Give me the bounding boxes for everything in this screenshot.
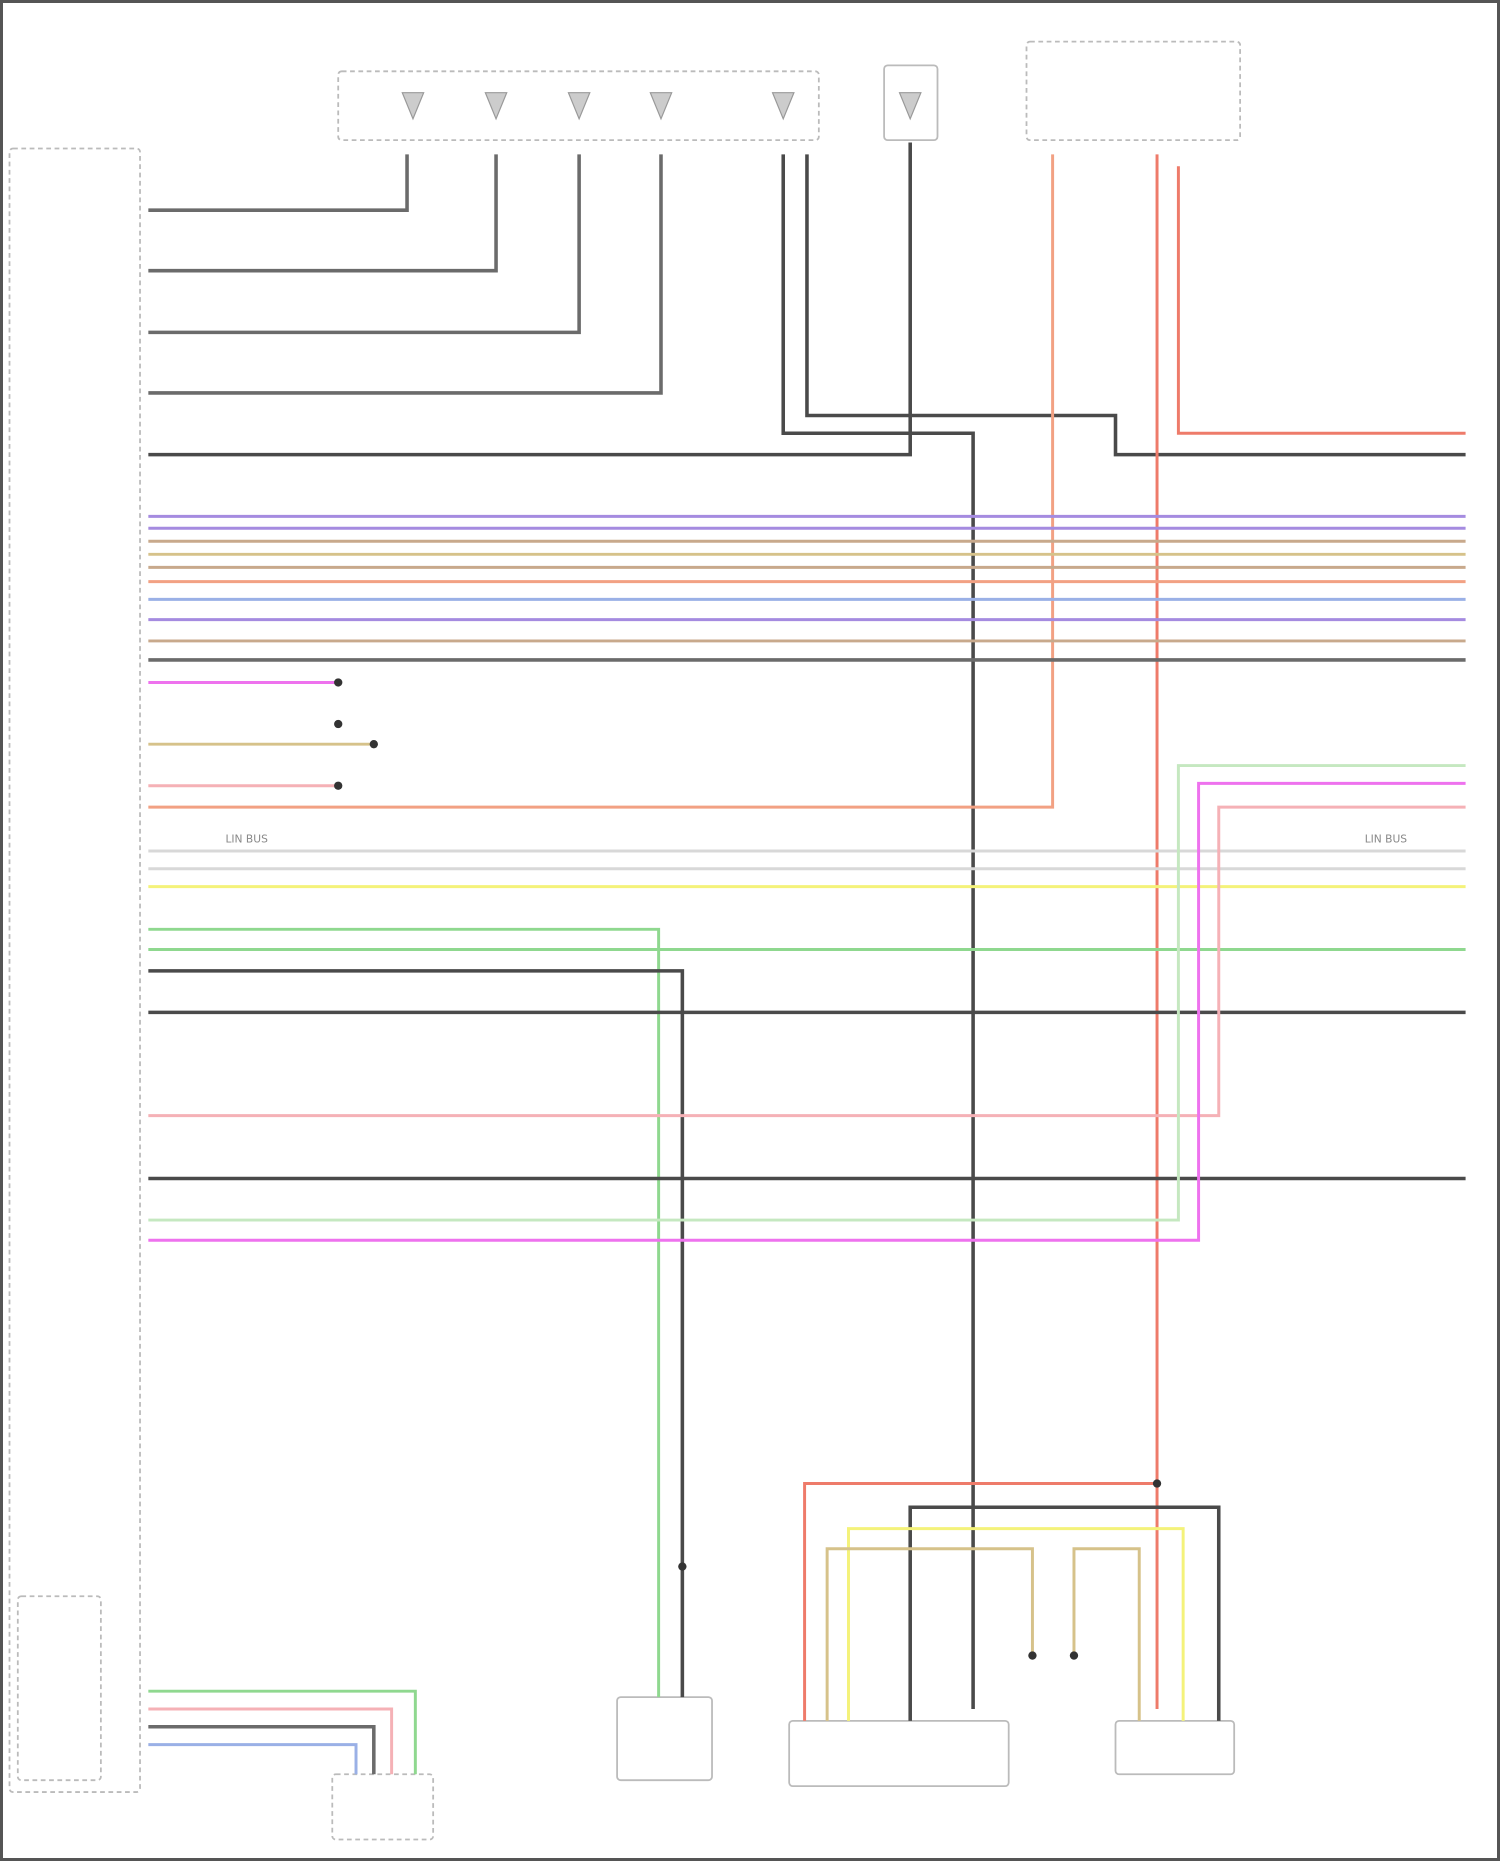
orange-wire <box>148 154 1055 809</box>
components <box>8 40 1242 1841</box>
green-wire <box>148 927 661 1698</box>
gray-wire <box>148 154 581 335</box>
yellow-wire <box>847 1527 1185 1721</box>
green-wire <box>148 1689 417 1775</box>
tan-wire <box>825 1547 1034 1721</box>
connector-pin-icon <box>567 92 591 121</box>
top-connector-block <box>337 70 820 142</box>
dark-wire <box>148 142 912 457</box>
splice-dot <box>334 719 343 729</box>
dark-wire <box>908 1505 1221 1721</box>
connector-pin-icon <box>898 92 922 121</box>
splice-dot <box>369 740 378 749</box>
pink-wire <box>148 805 1466 1118</box>
small-connector-left <box>16 1595 102 1782</box>
connector-pin-icon <box>484 92 508 121</box>
bottom-module-right <box>1114 1719 1236 1776</box>
lin-bus-label-left: LIN BUS <box>225 833 268 846</box>
dark-wire <box>148 969 685 1698</box>
splice-dot <box>334 781 343 790</box>
sensor-top <box>883 64 939 142</box>
splice-dot <box>334 678 343 687</box>
tan-wire <box>1072 1547 1141 1721</box>
splice-dot <box>1069 1651 1079 1660</box>
gray-wire <box>148 154 663 395</box>
connector-pin-icon <box>649 92 673 121</box>
left-module <box>8 147 141 1793</box>
pink-wire <box>148 1707 394 1775</box>
red-wire <box>1176 166 1466 435</box>
dark-wire <box>781 154 975 1709</box>
lin-bus-label-right: LIN BUS <box>1365 833 1408 846</box>
lightgreen-wire <box>148 764 1466 1222</box>
magenta-wire <box>148 781 1466 1242</box>
splice-dot <box>678 1562 687 1571</box>
gray-wire <box>148 154 498 273</box>
connector-pin-icon <box>401 92 425 121</box>
gray-wire <box>148 1725 376 1775</box>
red-wire <box>803 1482 1158 1721</box>
splice-dot <box>1028 1651 1037 1660</box>
bottom-control-unit <box>331 1773 435 1841</box>
bottom-sensor-left <box>616 1696 713 1782</box>
connector-pin-icon <box>771 92 795 121</box>
blue-wire <box>148 1743 358 1775</box>
gray-wire <box>148 154 409 212</box>
splice-dot <box>1152 1479 1162 1488</box>
bottom-module-center <box>788 1719 1010 1788</box>
wires <box>148 142 1466 1775</box>
fuse-relay-box <box>1025 40 1242 142</box>
dark-wire <box>805 154 1466 457</box>
